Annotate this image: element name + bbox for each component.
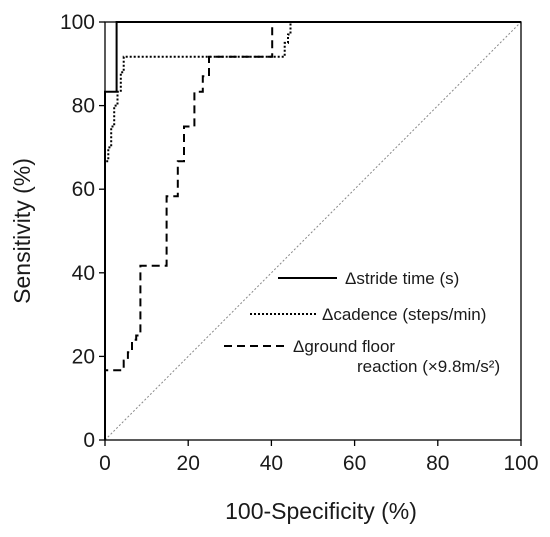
reference-diagonal-line	[104, 21, 522, 441]
y-tick-label: 60	[72, 178, 95, 201]
legend-label-3: Δground floor	[293, 337, 395, 356]
y-tick-label: 100	[60, 11, 95, 34]
x-axis-title: 100-Specificity (%)	[225, 498, 417, 524]
series-line-2	[104, 21, 521, 440]
legend-label-1: Δstride time (s)	[345, 269, 459, 288]
y-tick-label: 80	[72, 95, 95, 118]
axes: 0 20 40 60 80 100 0 20 40 60 80 100	[60, 11, 539, 475]
legend-label-3-line-2: reaction (×9.8m/s²)	[357, 357, 500, 376]
y-tick-label: 0	[83, 429, 95, 452]
x-tick-label: 0	[99, 452, 111, 475]
x-tick-label: 80	[426, 452, 449, 475]
y-tick-label: 40	[72, 262, 95, 285]
x-tick-label: 20	[177, 452, 200, 475]
x-tick-label: 40	[260, 452, 283, 475]
plot-frame	[104, 21, 522, 441]
series-line-3	[104, 21, 521, 440]
legend-label-2: Δcadence (steps/min)	[322, 305, 486, 324]
plot-area	[104, 21, 522, 441]
legend: Δstride time (s) Δcadence (steps/min) Δgro…	[224, 269, 500, 376]
x-tick-label: 100	[503, 452, 538, 475]
y-axis-title: Sensitivity (%)	[9, 158, 35, 304]
y-tick-label: 20	[72, 345, 95, 368]
x-tick-label: 60	[343, 452, 366, 475]
